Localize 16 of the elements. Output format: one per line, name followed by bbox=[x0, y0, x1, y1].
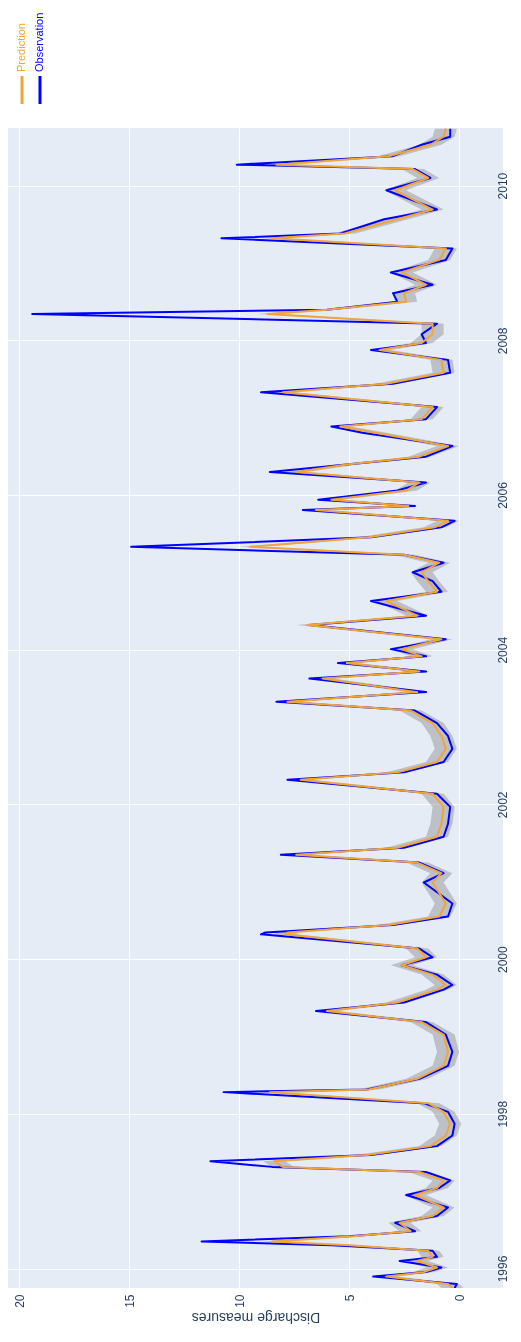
x-tick-label: 20 bbox=[12, 1294, 27, 1308]
text: Prediction bbox=[15, 23, 27, 72]
y-tick-label: 2000 bbox=[495, 945, 510, 973]
y-tick-label: 2002 bbox=[495, 791, 510, 819]
y-tick-label: 2006 bbox=[495, 481, 510, 509]
x-tick-label: 0 bbox=[452, 1294, 467, 1302]
x-tick-label: 5 bbox=[342, 1294, 357, 1302]
y-tick-label: 1996 bbox=[495, 1255, 510, 1283]
x-axis-title: Discharge measures bbox=[191, 1309, 321, 1326]
y-tick-label: 2010 bbox=[495, 172, 510, 200]
x-tick-label: 10 bbox=[232, 1294, 247, 1308]
y-tick-label: 2004 bbox=[495, 636, 510, 664]
y-tick-label: 1998 bbox=[495, 1100, 510, 1128]
x-tick-label: 15 bbox=[122, 1294, 137, 1308]
text: Observation bbox=[33, 12, 45, 72]
y-tick-label: 2008 bbox=[495, 327, 510, 355]
